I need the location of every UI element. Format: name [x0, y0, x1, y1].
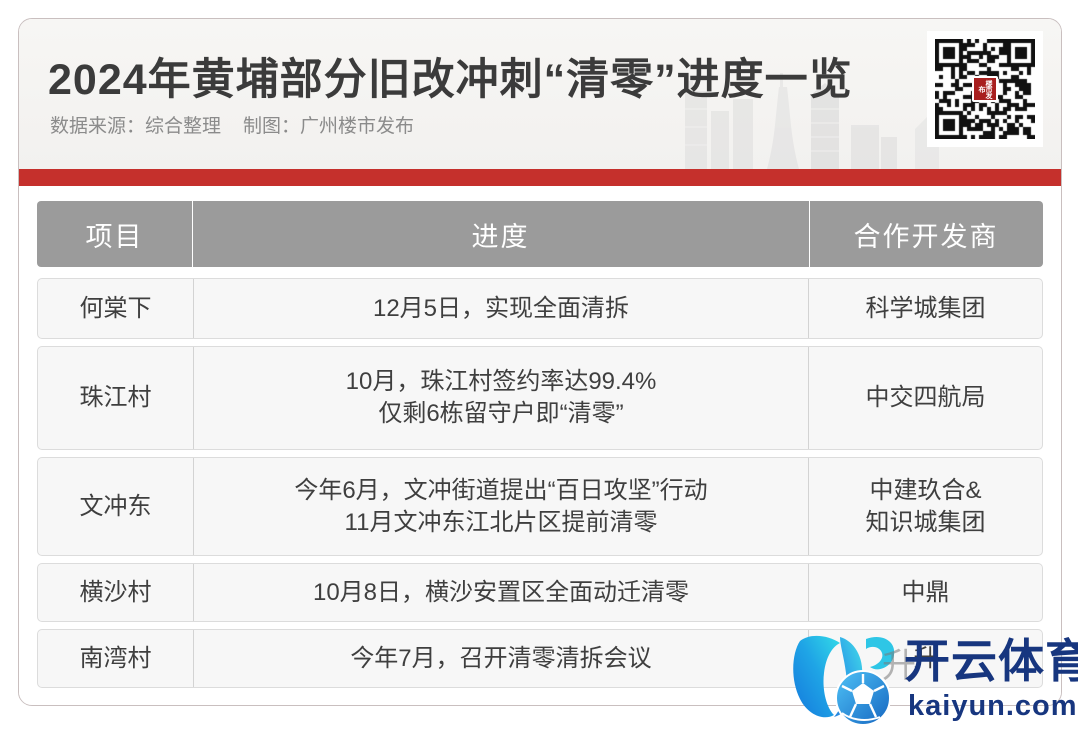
cell-project: 横沙村 — [79, 578, 152, 606]
cell-progress: 今年7月，召开清零清拆会议 — [193, 630, 808, 687]
accent-divider-bar — [19, 169, 1061, 186]
cell-progress: 12月5日，实现全面清拆 — [193, 279, 808, 338]
poster-subtitle: 数据来源：综合整理 制图：广州楼市发布 — [50, 111, 414, 138]
cell-developer: 中建玖合& 知识城集团 — [808, 458, 1042, 555]
qr-code[interactable]: 楼市发布 — [927, 31, 1043, 147]
column-header-progress: 进度 — [192, 201, 809, 267]
cell-developer: 中交四航局 — [808, 347, 1042, 449]
column-header-project: 项目 — [85, 221, 144, 252]
table-header-row: 项目 进度 合作开发商 — [37, 201, 1043, 267]
cell-project: 南湾村 — [79, 644, 152, 672]
page-title: 2024年黄埔部分旧改冲刺“清零”进度一览 — [48, 56, 853, 104]
poster-header: 2024年黄埔部分旧改冲刺“清零”进度一览 数据来源：综合整理 制图：广州楼市发布… — [19, 19, 1061, 169]
table-row[interactable]: 何棠下 12月5日，实现全面清拆 科学城集团 — [37, 278, 1043, 339]
progress-table: 项目 进度 合作开发商 何棠下 12月5日，实现全面清拆 科学城集团 珠江村 1… — [19, 186, 1061, 704]
cell-project: 何棠下 — [79, 294, 152, 322]
data-source-label: 数据来源：综合整理 — [50, 116, 222, 137]
cell-progress: 10月8日，横沙安置区全面动迁清零 — [193, 564, 808, 621]
poster-card: 2024年黄埔部分旧改冲刺“清零”进度一览 数据来源：综合整理 制图：广州楼市发布… — [18, 18, 1062, 706]
cell-developer: 中鼎 — [808, 564, 1042, 621]
qr-center-logo: 楼市发布 — [972, 76, 998, 102]
cell-project: 文冲东 — [79, 492, 152, 520]
table-row[interactable]: 珠江村 10月，珠江村签约率达99.4% 仅剩6栋留守户即“清零” 中交四航局 — [37, 346, 1043, 450]
cell-progress: 10月，珠江村签约率达99.4% 仅剩6栋留守户即“清零” — [193, 347, 808, 449]
cell-developer: 科学城集团 — [808, 279, 1042, 338]
cell-developer: 升 — [808, 630, 1042, 687]
credit-label: 制图：广州楼市发布 — [243, 116, 415, 137]
qr-code-image: 楼市发布 — [935, 39, 1035, 139]
cell-project: 珠江村 — [79, 384, 152, 412]
cell-progress: 今年6月，文冲街道提出“百日攻坚”行动 11月文冲东江北片区提前清零 — [193, 458, 808, 555]
table-row[interactable]: 南湾村 今年7月，召开清零清拆会议 升 — [37, 629, 1043, 688]
column-header-developer: 合作开发商 — [809, 201, 1043, 267]
table-row[interactable]: 文冲东 今年6月，文冲街道提出“百日攻坚”行动 11月文冲东江北片区提前清零 中… — [37, 457, 1043, 556]
table-row[interactable]: 横沙村 10月8日，横沙安置区全面动迁清零 中鼎 — [37, 563, 1043, 622]
